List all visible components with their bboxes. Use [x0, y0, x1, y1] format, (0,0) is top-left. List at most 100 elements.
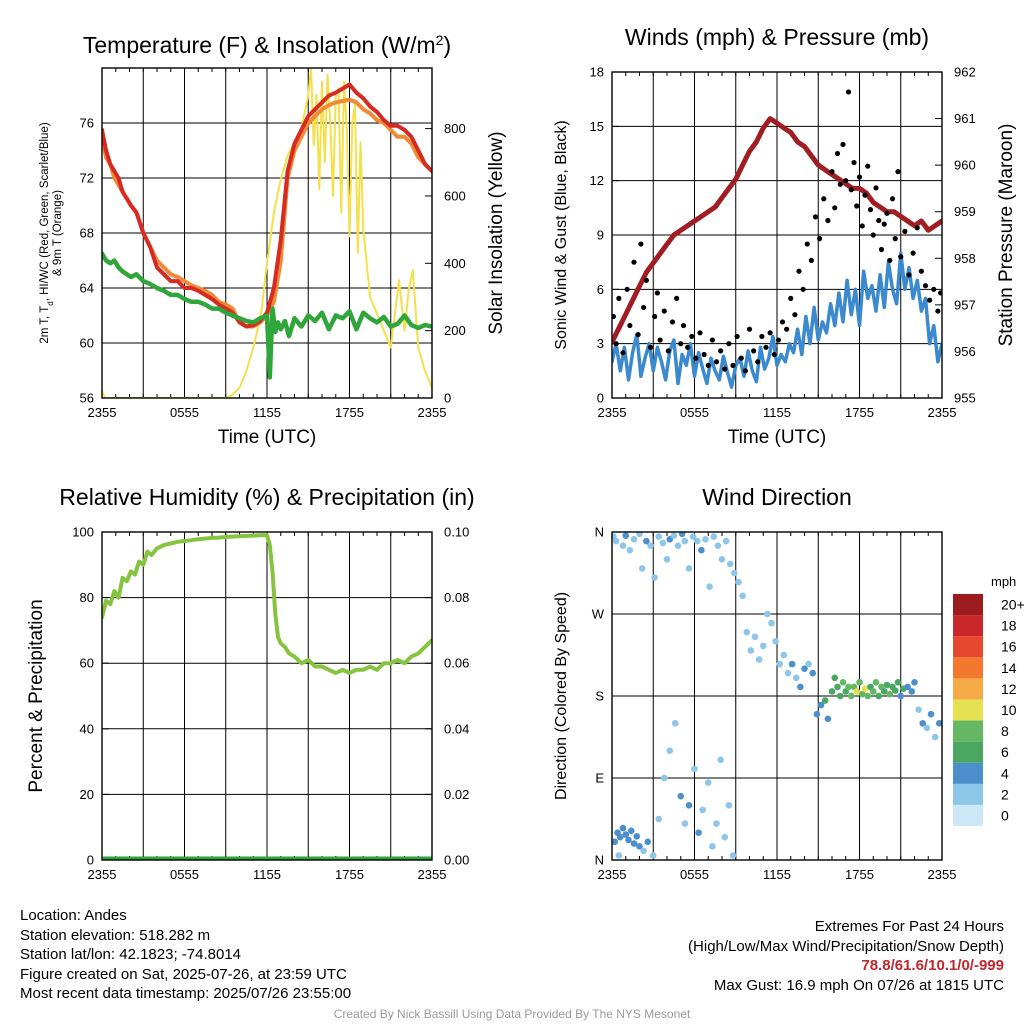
- gust-point: [674, 295, 680, 301]
- gust-point: [821, 196, 827, 202]
- colorbar-label: 4: [1001, 765, 1009, 781]
- y-axis-label: Direction (Colored By Speed): [553, 592, 570, 800]
- gust-point: [834, 150, 841, 157]
- gust-point: [685, 344, 691, 350]
- colorbar-swatch: [953, 615, 983, 637]
- y2-tick-label: 0.08: [444, 590, 469, 605]
- direction-point: [735, 578, 742, 586]
- gust-point: [722, 366, 728, 372]
- colorbar-swatch: [953, 741, 983, 763]
- x-tick-label: 2355: [928, 405, 957, 420]
- gust-point: [870, 232, 876, 238]
- y-axis-label: Percent & Precipitation: [26, 599, 47, 792]
- direction-point: [739, 592, 746, 600]
- direction-point: [911, 679, 918, 686]
- gust-point: [657, 337, 663, 343]
- colorbar-units: mph: [991, 574, 1016, 589]
- y2-tick-label: 962: [954, 65, 976, 80]
- y-tick-label: 68: [80, 226, 94, 241]
- x-tick-label: 1155: [253, 867, 281, 882]
- direction-point: [784, 669, 792, 677]
- y2-tick-label: 200: [444, 323, 466, 338]
- y2-axis-label: Solar Insolation (Yellow): [486, 131, 507, 334]
- colorbar-label: 16: [1001, 639, 1017, 655]
- y-tick-label: 60: [80, 336, 94, 351]
- direction-point: [743, 628, 751, 636]
- gust-point: [887, 257, 893, 263]
- gust-point: [878, 246, 885, 253]
- direction-point: [691, 765, 698, 773]
- gust-point: [892, 236, 898, 242]
- direction-point: [636, 843, 643, 850]
- y-tick-label: 3: [597, 336, 604, 351]
- gust-point: [612, 313, 616, 320]
- y-axis-label: Sonic Wind & Gust (Blue, Black): [553, 120, 570, 349]
- y-tick-label: 12: [590, 173, 604, 188]
- gust-point: [938, 290, 942, 296]
- direction-point: [872, 679, 880, 686]
- direction-point: [828, 688, 836, 695]
- gust-point: [796, 268, 802, 274]
- direction-point: [651, 574, 658, 581]
- gust-point: [771, 351, 777, 358]
- direction-point: [685, 802, 693, 809]
- direction-point: [666, 747, 674, 754]
- x-tick-label: 1755: [845, 867, 874, 882]
- direction-point: [693, 537, 701, 545]
- max-gust: Max Gust: 16.9 mph On 07/26 at 1815 UTC: [713, 976, 1004, 994]
- direction-point: [747, 647, 755, 654]
- colorbar-label: 2: [1001, 786, 1009, 802]
- direction-point: [619, 542, 627, 549]
- direction-point: [801, 665, 808, 672]
- direction-point: [729, 852, 737, 859]
- x-tick-label: 2355: [598, 405, 627, 420]
- gust-point: [848, 187, 854, 193]
- gust-point: [840, 141, 846, 148]
- extremes-title: Extremes For Past 24 Hours: [814, 918, 1004, 935]
- direction-point: [655, 815, 663, 823]
- chart-title-wind: Winds (mph) & Pressure (mb): [625, 24, 929, 50]
- data-layer-wdir: [612, 532, 942, 859]
- direction-point: [633, 833, 641, 840]
- direction-point: [768, 619, 775, 627]
- direction-point: [875, 692, 883, 700]
- y2-tick-label: 800: [444, 121, 466, 136]
- extremes-values: 78.8/61.6/10.1/0/-999: [861, 957, 1004, 975]
- recent-timestamp: Most recent data timestamp: 2025/07/26 2…: [20, 985, 352, 1003]
- x-axis-label: Time (UTC): [728, 427, 827, 448]
- y-tick-label: E: [595, 771, 604, 786]
- gust-point: [788, 295, 794, 301]
- direction-point: [858, 690, 866, 698]
- direction-point: [710, 533, 718, 540]
- gust-point: [914, 225, 920, 231]
- y2-tick-label: 959: [954, 204, 976, 219]
- colorbar-swatch: [953, 657, 983, 679]
- direction-point: [836, 692, 844, 700]
- y-tick-label: W: [592, 607, 605, 622]
- direction-point: [915, 706, 922, 713]
- direction-point: [698, 546, 705, 554]
- direction-point: [671, 720, 679, 727]
- gust-point: [873, 185, 879, 191]
- direction-point: [640, 847, 647, 855]
- gust-point: [862, 192, 868, 198]
- y-tick-label: 18: [590, 65, 604, 80]
- station-location: Location: Andes: [20, 907, 127, 924]
- direction-point: [626, 546, 634, 554]
- colorbar-label: 18: [1001, 618, 1017, 634]
- gust-point: [881, 221, 887, 227]
- y-tick-label: 60: [80, 656, 94, 671]
- gust-point: [876, 217, 882, 224]
- gust-point: [627, 322, 633, 329]
- direction-point: [834, 683, 841, 691]
- direction-point: [891, 687, 899, 694]
- direction-point: [677, 792, 685, 800]
- direction-point: [817, 701, 825, 709]
- gust-point: [927, 297, 933, 303]
- x-tick-label: 1755: [845, 405, 874, 420]
- gust-point: [825, 217, 831, 224]
- direction-point: [706, 583, 713, 590]
- x-tick-label: 0555: [170, 867, 199, 882]
- gust-point: [734, 333, 740, 340]
